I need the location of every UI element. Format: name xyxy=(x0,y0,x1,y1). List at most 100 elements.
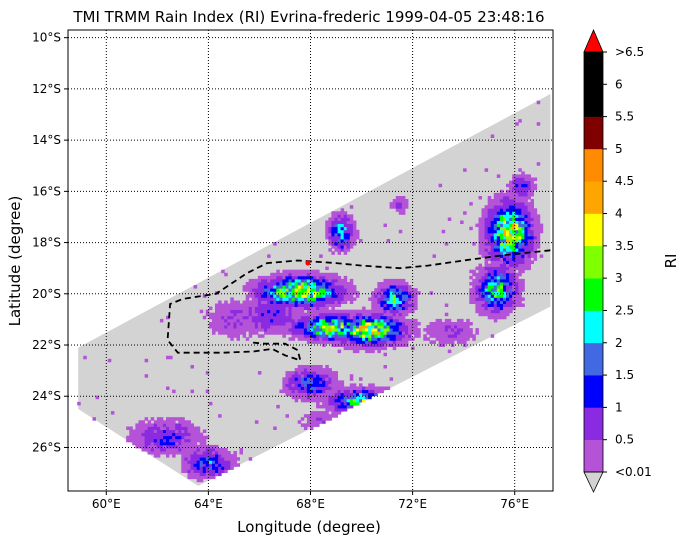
rain-pixel xyxy=(509,239,513,243)
rain-pixel xyxy=(261,278,265,283)
rain-pixel xyxy=(276,331,280,335)
rain-pixel xyxy=(285,297,289,301)
rain-pixel xyxy=(377,318,381,323)
rain-pixel xyxy=(438,318,443,323)
rain-pixel xyxy=(202,475,207,480)
rain-pixel xyxy=(521,202,525,206)
rain-pixel xyxy=(527,196,531,200)
rain-pixel xyxy=(147,451,152,455)
rain-pixel xyxy=(322,383,326,387)
rain-pixel xyxy=(404,343,409,347)
rain-pixel xyxy=(270,303,274,307)
rain-pixel xyxy=(184,438,188,443)
rain-pixel xyxy=(144,438,149,443)
rain-pixel xyxy=(325,303,329,307)
rain-pixel xyxy=(355,349,360,354)
rain-pixel xyxy=(264,325,268,329)
rain-pixel xyxy=(518,269,522,274)
rain-pixel xyxy=(346,245,351,249)
rain-pixel xyxy=(438,325,443,329)
rain-pixel xyxy=(282,297,286,301)
rain-pixel xyxy=(190,475,194,480)
rain-pixel xyxy=(264,312,268,317)
rain-pixel xyxy=(279,309,283,314)
rain-pixel xyxy=(316,278,320,283)
rain-pixel xyxy=(521,288,525,292)
rain-pixel xyxy=(322,420,326,424)
rain-pixel xyxy=(291,303,296,307)
rain-pixel xyxy=(380,334,384,338)
rain-pixel xyxy=(371,340,375,344)
rain-pixel xyxy=(291,294,296,298)
rain-pixel xyxy=(530,223,534,228)
rain-pixel xyxy=(325,272,329,277)
rain-pixel xyxy=(478,306,482,311)
rain-pixel xyxy=(478,297,482,301)
rain-pixel xyxy=(447,325,452,329)
rain-pixel xyxy=(460,325,464,329)
rain-pixel xyxy=(343,328,348,332)
rain-pixel xyxy=(297,322,302,326)
rain-pixel xyxy=(496,294,501,298)
rain-pixel xyxy=(355,294,360,298)
rain-pixel xyxy=(334,242,338,246)
y-axis-label: Latitude (degree) xyxy=(6,196,24,327)
rain-pixel xyxy=(181,457,185,461)
rain-pixel xyxy=(349,322,354,326)
rain-pixel xyxy=(282,300,286,304)
rain-pixel xyxy=(401,315,406,320)
rain-pixel xyxy=(374,386,378,390)
rain-pixel xyxy=(337,278,342,283)
rain-pixel xyxy=(254,278,259,283)
rain-pixel xyxy=(383,282,387,286)
rain-pixel xyxy=(506,248,510,252)
rain-pixel xyxy=(196,457,201,461)
rain-pixel xyxy=(509,211,513,215)
rain-pixel xyxy=(536,235,541,240)
rain-pixel xyxy=(515,291,519,295)
rain-pixel xyxy=(340,235,345,240)
rain-pixel xyxy=(518,211,522,215)
rain-pixel xyxy=(503,235,507,240)
rain-pixel xyxy=(273,312,277,317)
rain-pixel xyxy=(343,337,348,341)
rain-pixel xyxy=(499,278,504,283)
rain-pixel xyxy=(181,454,185,458)
rain-pixel xyxy=(205,475,210,480)
rain-pixel xyxy=(349,235,354,240)
rain-pixel xyxy=(404,282,409,286)
rain-pixel xyxy=(359,337,363,341)
rain-pixel xyxy=(233,460,237,464)
rain-pixel xyxy=(325,312,329,317)
rain-pixel xyxy=(355,386,360,390)
rain-pixel xyxy=(447,318,452,323)
rain-pixel xyxy=(166,429,170,433)
rain-pixel xyxy=(518,192,522,197)
rain-pixel xyxy=(530,199,534,203)
y-tick-label: 18°S xyxy=(32,236,61,250)
rain-pixel xyxy=(414,303,418,307)
rain-pixel xyxy=(199,432,204,437)
rain-pixel xyxy=(282,383,286,387)
rain-pixel xyxy=(368,318,372,323)
rain-pixel xyxy=(527,183,531,188)
rain-pixel xyxy=(340,315,345,320)
rain-pixel xyxy=(404,297,409,301)
rain-pixel xyxy=(414,318,418,323)
rain-pixel xyxy=(288,291,292,295)
rain-pixel xyxy=(371,343,375,347)
rain-pixel xyxy=(300,365,305,369)
rain-pixel xyxy=(389,334,394,338)
rain-pixel xyxy=(291,315,296,320)
rain-pixel xyxy=(352,337,357,341)
rain-pixel xyxy=(463,211,467,215)
rain-pixel xyxy=(460,318,464,323)
rain-pixel xyxy=(362,346,366,351)
rain-pixel xyxy=(276,275,280,280)
rain-pixel xyxy=(273,309,277,314)
rain-pixel xyxy=(331,392,335,397)
rain-pixel xyxy=(496,285,501,289)
rain-pixel xyxy=(380,285,384,289)
rain-pixel xyxy=(490,266,495,271)
rain-pixel xyxy=(294,272,299,277)
